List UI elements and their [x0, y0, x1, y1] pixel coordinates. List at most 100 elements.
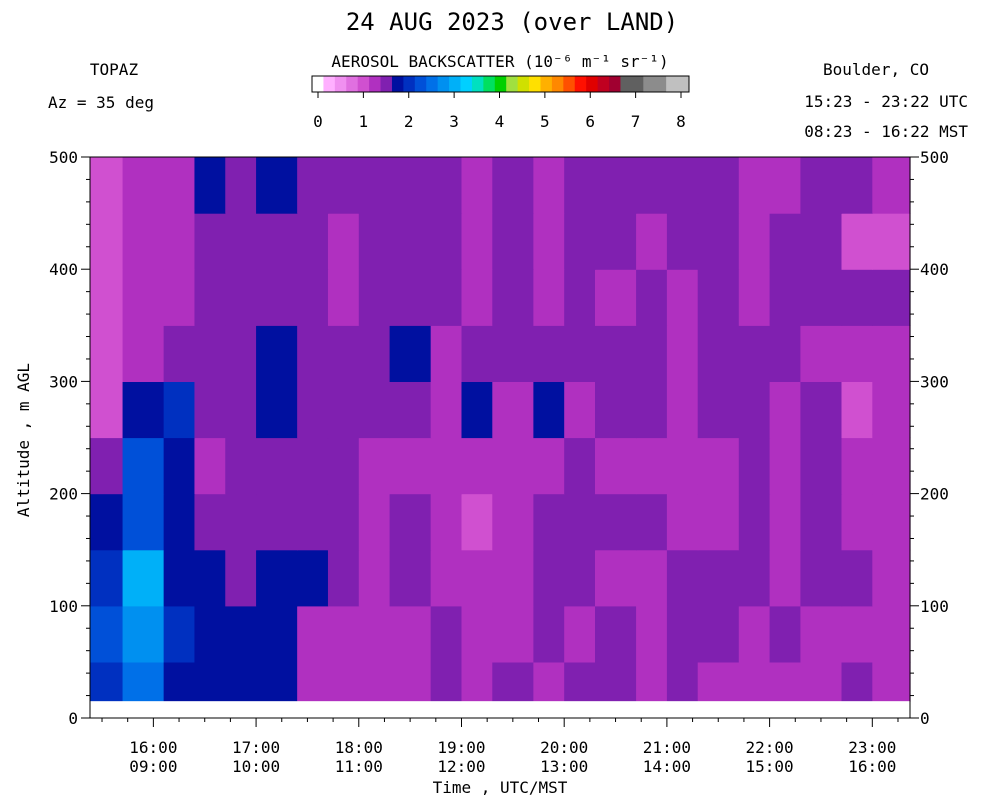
- heatmap-cells: [90, 157, 911, 718]
- heatmap-cell: [533, 381, 565, 439]
- heatmap-cell: [327, 269, 360, 326]
- heatmap-cell: [800, 157, 843, 214]
- heatmap-cell: [636, 381, 668, 439]
- heatmap-cell: [492, 269, 534, 326]
- heatmap-cell: [297, 325, 329, 382]
- heatmap-cell: [738, 157, 771, 214]
- heatmap-cell: [297, 493, 329, 551]
- heatmap-cell: [872, 325, 911, 382]
- heatmap-cell: [697, 269, 740, 326]
- heatmap-cell: [564, 661, 596, 702]
- colorbar-swatch: [334, 76, 347, 92]
- heatmap-cell: [461, 437, 493, 495]
- heatmap-cell: [841, 157, 873, 214]
- heatmap-cell: [327, 381, 360, 439]
- heatmap-cell: [90, 661, 124, 702]
- heatmap-cell: [738, 549, 771, 607]
- colorbar-tick-label: 1: [359, 112, 369, 131]
- utc-range-label: 15:23 - 23:22 UTC: [804, 92, 968, 111]
- y-tick-label-left: 300: [49, 372, 78, 391]
- plot-frame: [89, 156, 911, 719]
- x-tick-label-mst: 15:00: [746, 757, 794, 776]
- colorbar: 0 1 2 3 4 5 6 7 8: [311, 75, 690, 131]
- heatmap-cell: [163, 381, 196, 439]
- heatmap-cell: [533, 269, 565, 326]
- colorbar-frame: [311, 75, 690, 93]
- x-tick-label-mst: 10:00: [232, 757, 280, 776]
- heatmap-cell: [225, 661, 257, 702]
- heatmap-cell: [564, 269, 596, 326]
- heatmap-cell: [872, 605, 911, 663]
- heatmap-cell: [533, 437, 565, 495]
- heatmap-cell: [389, 269, 432, 326]
- heatmap-cell: [697, 381, 740, 439]
- colorbar-swatch: [346, 76, 359, 92]
- colorbar-swatch: [403, 76, 416, 92]
- heatmap-cell: [595, 493, 637, 551]
- heatmap-cell: [163, 269, 196, 326]
- heatmap-cell: [461, 549, 493, 607]
- heatmap-cell: [769, 325, 802, 382]
- y-tick-label-right: 400: [920, 260, 949, 279]
- heatmap-cell: [163, 493, 196, 551]
- colorbar-swatch: [414, 76, 427, 92]
- heatmap-cell: [636, 269, 668, 326]
- heatmap-cell: [872, 157, 911, 214]
- y-tick-label-left: 100: [49, 597, 78, 616]
- colorbar-tick-label: 5: [540, 112, 550, 131]
- heatmap-cell: [595, 325, 637, 382]
- heatmap-cell: [430, 269, 463, 326]
- colorbar-swatch: [597, 76, 610, 92]
- colorbar-swatch: [574, 76, 587, 92]
- heatmap-cell: [358, 213, 391, 270]
- heatmap-cell: [430, 213, 463, 270]
- colorbar-swatch: [609, 76, 621, 92]
- heatmap-cell: [636, 213, 668, 270]
- heatmap-cell: [122, 605, 165, 663]
- x-tick-label-mst: 11:00: [335, 757, 383, 776]
- heatmap-cell: [564, 493, 596, 551]
- heatmap-cell: [872, 549, 911, 607]
- heatmap-cell: [564, 549, 596, 607]
- heatmap-cell: [492, 325, 534, 382]
- heatmap-cell: [225, 157, 257, 214]
- heatmap-cell: [461, 493, 493, 551]
- heatmap-cell: [697, 661, 740, 702]
- heatmap-cell: [122, 381, 165, 439]
- colorbar-swatch: [563, 76, 576, 92]
- heatmap-cell: [430, 661, 463, 702]
- heatmap-cell: [697, 549, 740, 607]
- heatmap-cell: [327, 437, 360, 495]
- heatmap-cell: [769, 381, 802, 439]
- heatmap-cell: [358, 157, 391, 214]
- heatmap-cell: [327, 661, 360, 702]
- heatmap-cell: [800, 437, 843, 495]
- x-tick-label-utc: 22:00: [746, 738, 794, 757]
- heatmap-cell: [533, 157, 565, 214]
- heatmap-cell: [297, 549, 329, 607]
- heatmap-cell: [841, 661, 873, 702]
- x-tick-label-mst: 16:00: [848, 757, 896, 776]
- heatmap-cell: [122, 437, 165, 495]
- colorbar-swatch: [506, 76, 519, 92]
- chart-title: 24 AUG 2023 (over LAND): [346, 8, 678, 36]
- colorbar-tick-label: 7: [631, 112, 641, 131]
- heatmap-cell: [389, 605, 432, 663]
- heatmap-cell: [841, 605, 873, 663]
- colorbar-swatch: [654, 76, 667, 92]
- heatmap-cell: [697, 157, 740, 214]
- heatmap-cell: [595, 213, 637, 270]
- heatmap-cell: [358, 549, 391, 607]
- colorbar-swatch: [551, 76, 564, 92]
- colorbar-swatch: [426, 76, 439, 92]
- heatmap-cell: [256, 157, 298, 214]
- y-tick-label-right: 500: [920, 148, 949, 167]
- heatmap-cell: [564, 157, 596, 214]
- heatmap-cell: [595, 381, 637, 439]
- heatmap-cell: [666, 493, 699, 551]
- heatmap-cell: [122, 549, 165, 607]
- heatmap-cell: [492, 381, 534, 439]
- x-tick-label-utc: 19:00: [437, 738, 485, 757]
- heatmap-cell: [194, 549, 226, 607]
